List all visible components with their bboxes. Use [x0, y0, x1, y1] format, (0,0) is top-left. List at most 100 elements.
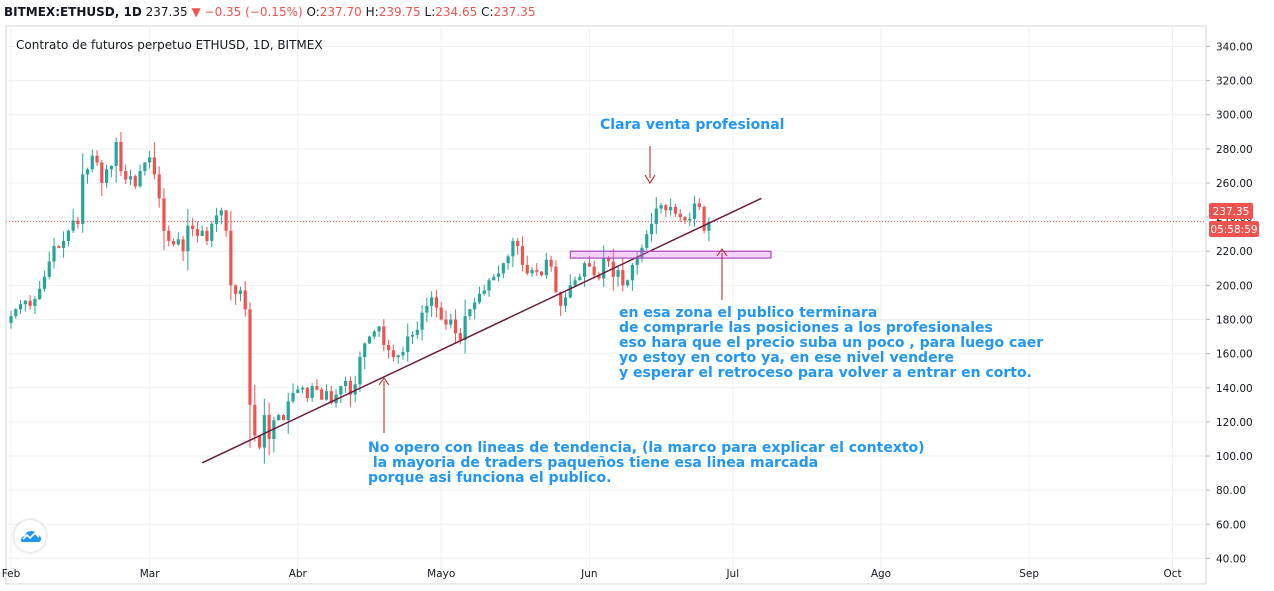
candle	[664, 203, 668, 217]
change-down-icon: ▼	[191, 5, 201, 19]
x-tick-label: Oct	[1163, 568, 1181, 580]
y-tick-label: 220.00	[1216, 246, 1253, 258]
y-tick-label: 180.00	[1216, 315, 1253, 327]
candle	[305, 386, 309, 403]
candle	[477, 286, 482, 305]
candle	[616, 266, 620, 287]
candle	[219, 207, 223, 225]
candle	[573, 276, 577, 288]
candle	[95, 150, 99, 166]
svg-text:237.35: 237.35	[1213, 206, 1250, 218]
candle	[630, 262, 634, 291]
candle	[654, 197, 658, 235]
annotation-zona-publico[interactable]: en esa zona el publico terminara de comp…	[619, 305, 1044, 381]
grid-lines	[6, 26, 1206, 584]
candle	[444, 310, 448, 330]
candle	[262, 398, 266, 464]
candle	[673, 203, 678, 218]
candle	[702, 205, 706, 234]
candle	[257, 435, 262, 450]
candle	[296, 385, 300, 394]
candle	[23, 300, 27, 312]
candle	[626, 279, 630, 288]
close-value: 237.35	[493, 5, 536, 19]
candle	[659, 202, 663, 214]
candles	[9, 131, 711, 464]
x-tick-label: Mayo	[427, 568, 455, 580]
candle	[707, 217, 711, 242]
y-tick-label: 320.00	[1216, 76, 1253, 88]
candle	[353, 375, 357, 403]
candle	[47, 251, 51, 280]
candle	[119, 131, 123, 177]
trend-line[interactable]	[201, 197, 762, 464]
candle	[143, 161, 147, 176]
y-tick-label: 200.00	[1216, 280, 1253, 292]
price-axis[interactable]: 40.00 60.00 80.00 100.00 120.00 140.00 160.00 1…	[1206, 41, 1253, 565]
candle	[66, 229, 70, 247]
candle	[525, 255, 529, 276]
time-axis[interactable]: Feb Mar Abr Mayo Jun Jul Ago Sep Oct	[2, 568, 1182, 580]
candle	[200, 225, 204, 237]
candle	[382, 319, 386, 352]
candle	[210, 220, 214, 248]
candle	[9, 311, 13, 329]
high-label: H:	[365, 5, 379, 19]
distribution-zone[interactable]	[569, 250, 772, 259]
candle	[635, 252, 639, 275]
candle	[669, 198, 673, 216]
x-tick-label: Abr	[289, 568, 308, 580]
y-tick-label: 300.00	[1216, 110, 1253, 122]
price-badge: 237.35	[1209, 203, 1253, 219]
candle	[453, 309, 458, 344]
candle	[38, 280, 42, 300]
candle	[310, 383, 314, 402]
candle	[473, 297, 477, 320]
candle	[554, 260, 558, 293]
candle	[291, 383, 295, 404]
symbol-title[interactable]: BITMEX:ETHUSD, 1D	[4, 5, 142, 19]
candle	[148, 151, 152, 169]
annotation-lineas-tendencia[interactable]: No opero con lineas de tendencia, (la ma…	[368, 440, 925, 486]
candle	[683, 216, 687, 224]
candle	[506, 254, 510, 270]
candle	[420, 305, 424, 341]
candle	[152, 142, 156, 180]
candle	[238, 286, 243, 302]
candle	[348, 376, 352, 408]
candle	[487, 277, 491, 297]
tradingview-cloud-icon[interactable]	[14, 520, 46, 552]
candle	[105, 164, 109, 188]
y-tick-label: 100.00	[1216, 451, 1253, 463]
candle	[195, 221, 200, 243]
y-tick-label: 280.00	[1216, 144, 1253, 156]
high-value: 239.75	[378, 5, 421, 19]
candle	[463, 299, 467, 354]
candle	[678, 208, 682, 222]
x-tick-label: Feb	[2, 568, 21, 580]
candle	[205, 226, 209, 246]
candle	[430, 291, 434, 317]
candle	[387, 340, 391, 359]
candle	[28, 295, 32, 310]
candle	[363, 342, 367, 370]
chart-subtitle: Contrato de futuros perpetuo ETHUSD, 1D,…	[16, 38, 323, 52]
candle	[406, 323, 410, 362]
candle	[191, 217, 195, 237]
candle	[501, 262, 505, 279]
x-tick-label: Ago	[871, 568, 891, 580]
candle	[128, 169, 133, 186]
open-label: O:	[306, 5, 320, 19]
candle	[81, 153, 85, 233]
candle	[176, 232, 180, 246]
candle	[410, 331, 415, 344]
candle	[535, 263, 539, 277]
candle	[71, 209, 75, 234]
candle	[592, 260, 596, 279]
annotation-clara-venta[interactable]: Clara venta profesional	[600, 117, 785, 133]
candle	[391, 344, 395, 362]
candle	[358, 351, 362, 392]
candle	[511, 237, 515, 268]
candle	[372, 329, 376, 340]
